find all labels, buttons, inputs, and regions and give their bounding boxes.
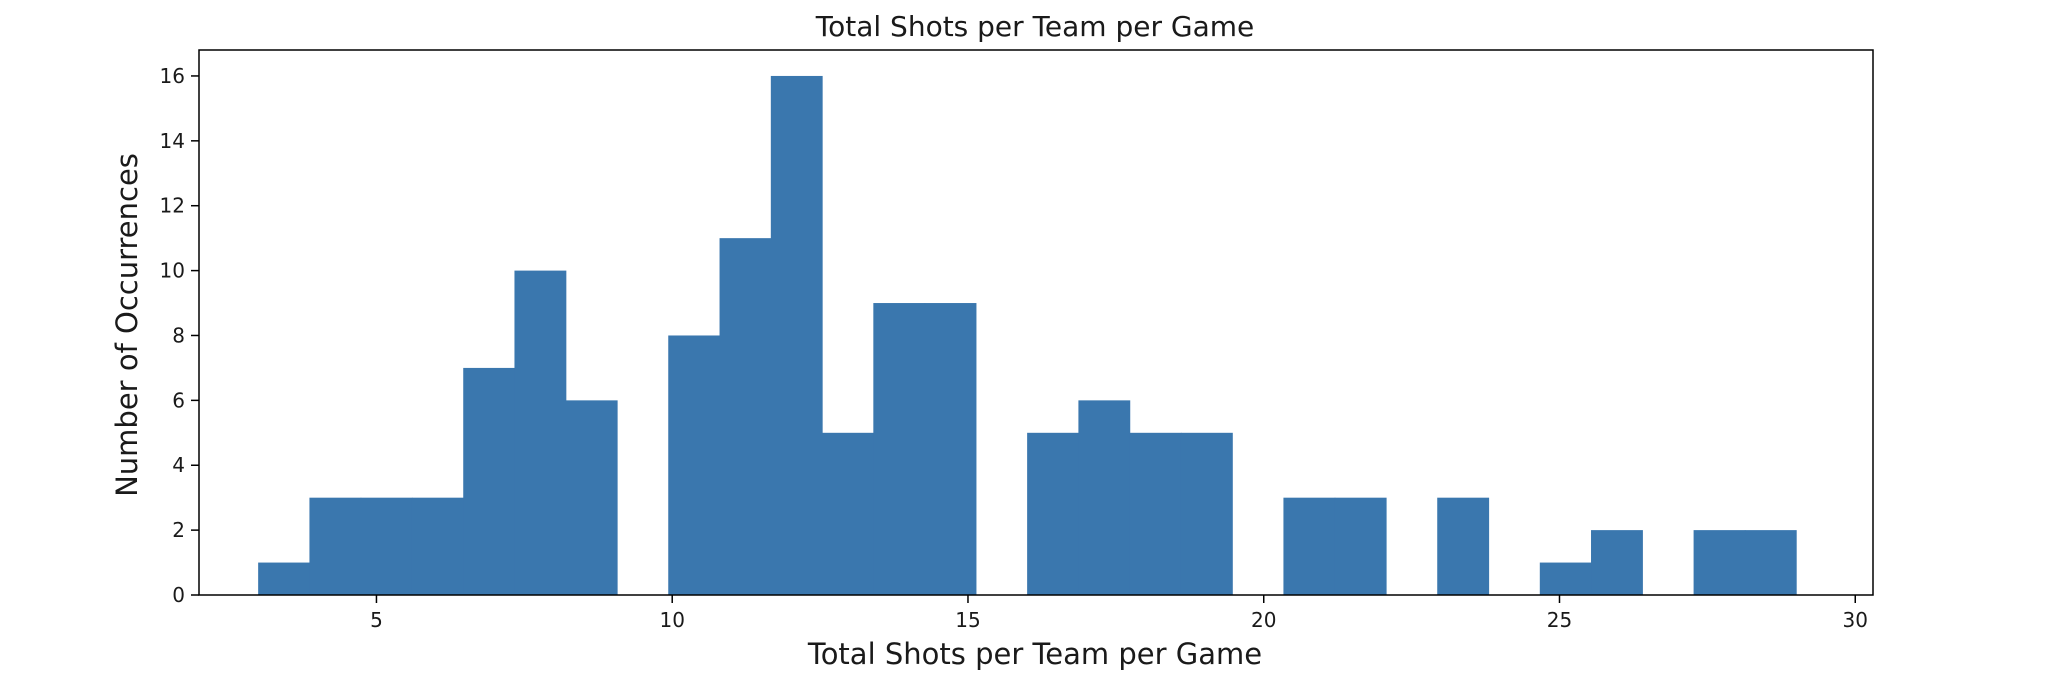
histogram-bar [463,367,516,595]
histogram-bar [1180,432,1233,595]
histogram-bar [1539,562,1592,595]
y-tick-label: 8 [172,323,185,347]
x-tick-label: 15 [955,608,980,632]
histogram-bar [770,75,823,595]
y-tick-label: 2 [172,518,185,542]
y-axis-label: Number of Occurrences [110,153,144,497]
y-tick-label: 12 [160,194,185,218]
x-axis-ticks: 5 10 15 20 25 30 [370,595,1868,632]
histogram-bar [565,400,618,595]
y-axis-ticks: 0 2 4 6 8 10 12 14 16 [160,64,199,607]
x-axis-label: Total Shots per Team per Game [807,637,1262,671]
histogram-bar [1437,497,1490,595]
histogram-bar [1027,432,1080,595]
histogram-bar [514,270,567,595]
chart-title: Total Shots per Team per Game [815,10,1255,43]
histogram-bar [411,497,464,595]
y-tick-label: 10 [160,259,185,283]
histogram-bar [1334,497,1387,595]
y-tick-label: 4 [172,453,185,477]
histogram-bar [1129,432,1182,595]
x-tick-label: 10 [659,608,684,632]
histogram-bar [360,497,413,595]
y-tick-label: 14 [160,129,185,153]
plot-frame [198,49,1874,596]
x-tick-label: 25 [1547,608,1572,632]
x-tick-label: 30 [1843,608,1868,632]
histogram-bar [1591,530,1643,595]
histogram-bar [719,238,772,595]
y-tick-label: 16 [160,64,185,88]
x-tick-label: 20 [1251,608,1276,632]
histogram-bar [309,497,362,595]
y-tick-label: 0 [172,583,185,607]
histogram-bar [1283,497,1336,595]
histogram-bar [258,562,311,595]
y-tick-label: 6 [172,388,185,412]
histogram-bar [1078,400,1131,595]
histogram-bar [924,303,977,595]
bars-layer [258,75,1797,595]
x-tick-label: 5 [370,608,383,632]
histogram-bar [1693,530,1746,595]
histogram-bar [1744,530,1797,595]
histogram-bar [822,432,874,595]
histogram-bar [873,303,926,595]
histogram-bar [668,335,721,595]
